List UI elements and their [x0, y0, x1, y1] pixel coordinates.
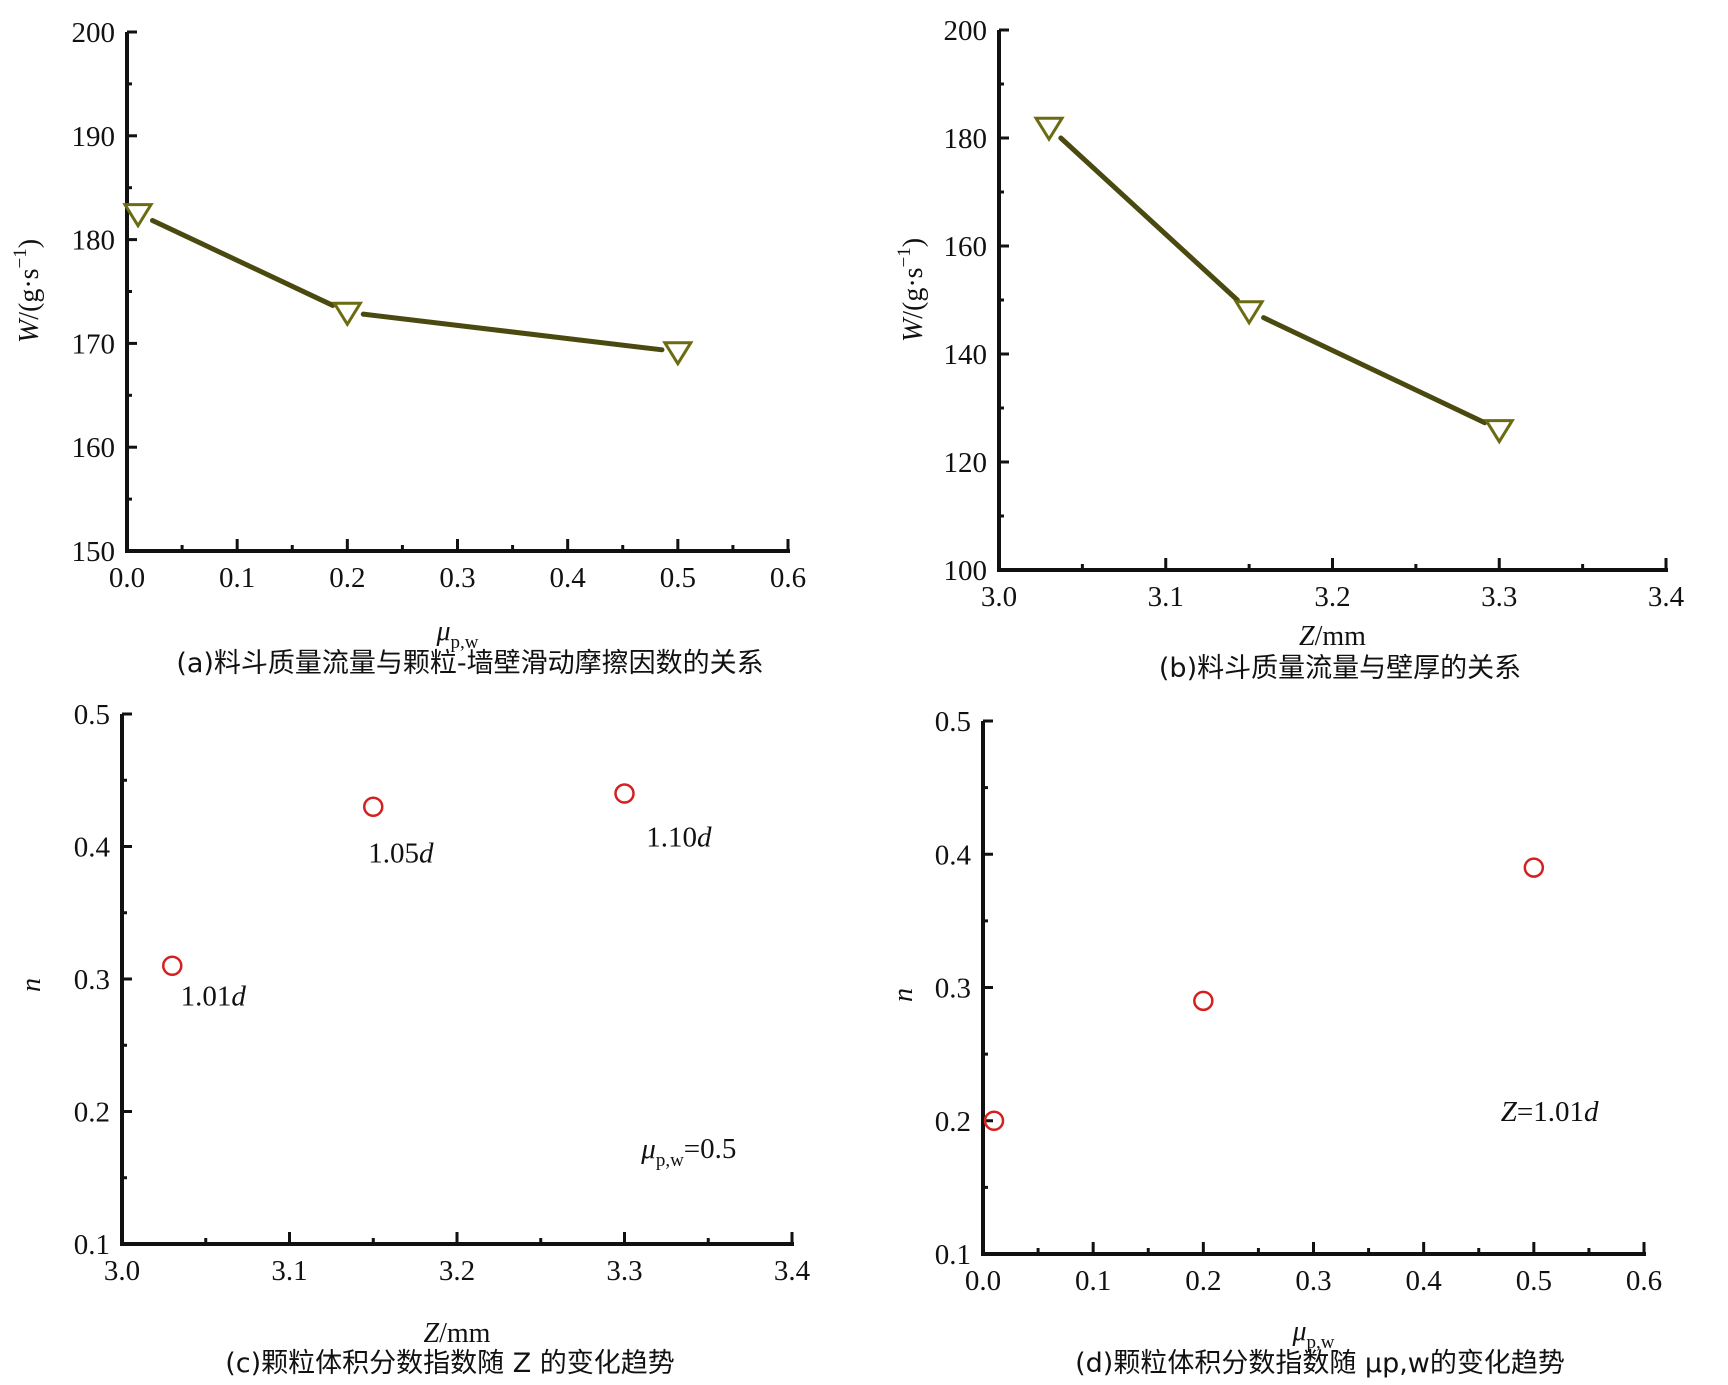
chart-panel-c: 0.1 0.2 0.3 0.4 0.5 3.0 3.1 3.2 3.3 3.4 n Z/mm(c)颗粒… [16, 699, 811, 1379]
x-axis-label: μp,w [1291, 1316, 1334, 1353]
x-tick-label: 0.6 [770, 562, 806, 594]
data-point-triangle [331, 301, 364, 328]
x-tick-label: 3.2 [1314, 581, 1350, 613]
y-tick-label: 0.5 [74, 699, 110, 731]
data-point-triangle [1233, 300, 1265, 326]
y-tick-label: 200 [944, 15, 988, 47]
data-point-triangle [662, 341, 694, 367]
y-tick-label: 190 [72, 121, 116, 153]
y-tick-label: 180 [72, 225, 116, 257]
panel-caption: (b)料斗质量流量与壁厚的关系 [1159, 653, 1521, 684]
data-point-circle [1523, 857, 1545, 878]
series-line-segment [149, 217, 336, 308]
x-tick-label: 0.5 [1516, 1265, 1552, 1297]
x-tick-label: 3.4 [774, 1255, 811, 1287]
x-tick-label: 0.4 [1406, 1265, 1443, 1297]
data-point-triangle [1033, 116, 1065, 143]
y-tick-label: 150 [72, 536, 116, 568]
annotation-label: 1.05d [368, 837, 434, 869]
y-axis-label: W/(g·s−1) [894, 238, 929, 342]
x-tick-label: 3.1 [271, 1255, 307, 1287]
data-point-circle [1193, 990, 1214, 1012]
panel-caption: (c)颗粒体积分数指数随 Z 的变化趋势 [225, 1348, 675, 1379]
y-tick-label: 0.4 [935, 839, 972, 871]
data-point-circle [983, 1110, 1005, 1131]
data-point-circle [614, 783, 635, 804]
chart-panel-b: 100 120 140 160 180 200 3.0 3.1 3.2 3.3 3.4 W/(g·s−… [894, 15, 1685, 684]
data-point-triangle [1483, 419, 1515, 445]
x-tick-label: 0.3 [1295, 1265, 1331, 1297]
y-tick-label: 0.2 [935, 1106, 971, 1138]
y-tick-label: 160 [944, 231, 988, 263]
y-axis-label: n [16, 978, 47, 992]
panel-caption: (d)颗粒体积分数指数随 μp,w的变化趋势 [1075, 1348, 1565, 1379]
y-tick-label: 0.3 [74, 964, 110, 996]
annotation-label: 1.01d [181, 981, 247, 1013]
x-axis-label: μp,w [435, 616, 478, 653]
data-point-triangle [122, 203, 154, 229]
y-tick-label: 0.3 [935, 973, 971, 1005]
y-tick-label: 200 [72, 17, 116, 49]
x-tick-label: 3.0 [104, 1255, 140, 1287]
y-tick-label: 120 [944, 447, 988, 479]
x-tick-label: 3.0 [981, 581, 1017, 613]
x-tick-label: 0.4 [550, 562, 587, 594]
y-tick-label: 100 [944, 555, 988, 587]
y-tick-label: 170 [72, 328, 116, 360]
annotation-label: μp,w=0.5 [640, 1133, 736, 1171]
x-axis-label: Z/mm [1299, 621, 1366, 652]
y-tick-label: 0.4 [74, 832, 111, 864]
x-tick-label: 0.5 [660, 562, 696, 594]
x-tick-label: 0.2 [329, 562, 365, 594]
y-axis-label: W/(g·s−1) [10, 239, 45, 343]
x-tick-label: 0.3 [439, 562, 475, 594]
panel-caption: (a)料斗质量流量与颗粒-墙壁滑动摩擦因数的关系 [176, 648, 763, 679]
x-axis-label: Z/mm [424, 1318, 491, 1349]
data-point-circle [162, 955, 183, 976]
x-tick-label: 3.1 [1148, 581, 1184, 613]
x-tick-label: 3.3 [606, 1255, 642, 1287]
x-tick-label: 0.0 [965, 1265, 1001, 1297]
y-axis-label: n [888, 988, 919, 1002]
x-tick-label: 3.4 [1648, 581, 1685, 613]
x-tick-label: 0.1 [219, 562, 255, 594]
data-point-circle [363, 796, 384, 817]
series-line-segment [1058, 135, 1240, 303]
annotation-label: Z=1.01d [1501, 1096, 1599, 1128]
y-tick-label: 0.2 [74, 1097, 110, 1129]
annotation-label: 1.10d [646, 822, 712, 854]
series-line-segment [1261, 315, 1488, 426]
x-tick-label: 3.2 [439, 1255, 475, 1287]
chart-panel-a: 150 160 170 180 190 200 0.0 0.1 0.2 0.3 0.4 0.5 0.6 W… [10, 17, 806, 679]
y-tick-label: 0.5 [935, 706, 971, 738]
series-line-segment [360, 311, 665, 353]
x-tick-label: 0.1 [1075, 1265, 1111, 1297]
chart-panel-d: 0.10.20.30.40.50.0 0.1 0.2 0.3 0.4 0.5 0.6nμp,… [888, 706, 1662, 1379]
x-tick-label: 0.2 [1185, 1265, 1221, 1297]
x-tick-label: 3.3 [1481, 581, 1517, 613]
y-tick-label: 160 [72, 432, 116, 464]
y-tick-label: 0.1 [74, 1229, 110, 1261]
x-tick-label: 0.6 [1626, 1265, 1662, 1297]
y-tick-label: 180 [944, 123, 988, 155]
y-tick-label: 0.1 [935, 1239, 971, 1271]
y-tick-label: 140 [944, 339, 988, 371]
x-tick-label: 0.0 [109, 562, 145, 594]
